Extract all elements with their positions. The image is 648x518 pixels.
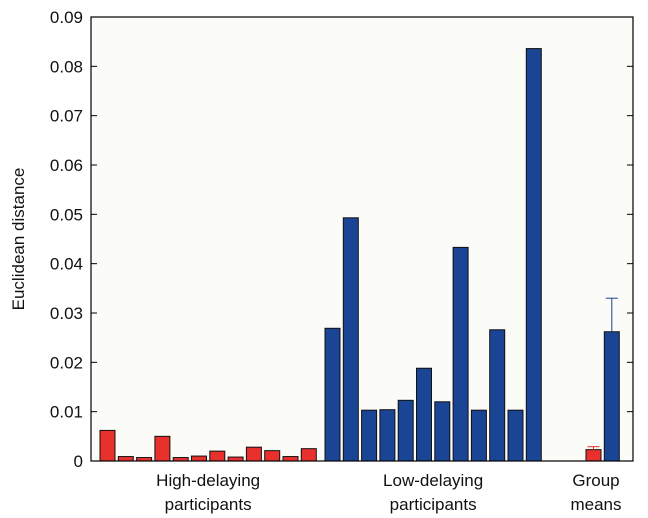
- bar: [209, 450, 226, 462]
- y-tick-label: 0.06: [50, 156, 83, 175]
- bar: [379, 409, 396, 462]
- bar: [99, 429, 116, 462]
- bar: [342, 217, 359, 462]
- group-label-line1: Group: [572, 471, 619, 490]
- bar: [245, 446, 262, 462]
- bar: [191, 455, 207, 462]
- bar: [264, 450, 281, 462]
- bar: [117, 456, 134, 462]
- y-axis-title: Euclidean distance: [9, 168, 28, 311]
- error-bars-layer: [587, 297, 618, 450]
- bar: [585, 449, 602, 462]
- bar: [361, 409, 378, 462]
- bar: [470, 409, 487, 462]
- bar: [324, 327, 341, 462]
- bar: [416, 367, 432, 462]
- group-label-line1: High-delaying: [156, 471, 260, 490]
- group-label-line1: Low-delaying: [383, 471, 483, 490]
- y-tick-label: 0.04: [50, 255, 83, 274]
- x-group-labels: High-delaying participants Low-delaying par…: [156, 471, 621, 514]
- y-tick-label: 0: [74, 452, 83, 471]
- plot-area: [91, 17, 633, 461]
- y-tick-label: 0.03: [50, 304, 83, 323]
- y-tick-label: 0.09: [50, 8, 83, 27]
- bar: [603, 331, 620, 462]
- y-tick-label: 0.08: [50, 57, 83, 76]
- bars-layer: [99, 48, 620, 462]
- y-tick-label: 0.05: [50, 205, 83, 224]
- bar: [507, 409, 524, 462]
- plot-frame: [90, 16, 634, 462]
- group-label-line2: participants: [390, 495, 477, 514]
- group-label-line2: means: [570, 495, 621, 514]
- y-tick-label: 0.07: [50, 107, 83, 126]
- bar: [397, 399, 414, 462]
- bar: [452, 246, 469, 462]
- y-tick-label: 0.01: [50, 403, 83, 422]
- bar: [282, 456, 299, 462]
- bar: [300, 448, 317, 462]
- bar: [154, 435, 171, 462]
- y-axis: 0 0.01 0.02 0.03 0.04 0.05 0.06 0.07 0.08 0.09: [50, 8, 633, 471]
- bar: [489, 329, 506, 462]
- bar: [525, 48, 542, 462]
- group-label-line2: participants: [165, 495, 252, 514]
- bar: [434, 401, 451, 462]
- y-tick-label: 0.02: [50, 353, 83, 372]
